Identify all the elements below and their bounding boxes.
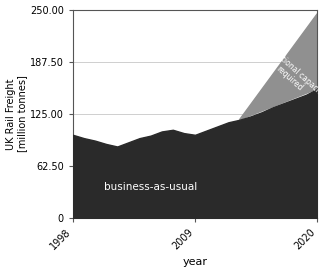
- Text: additional capacity
required: additional capacity required: [259, 43, 327, 106]
- Y-axis label: UK Rail Freight
[million tonnes]: UK Rail Freight [million tonnes]: [6, 76, 27, 152]
- Polygon shape: [240, 14, 317, 120]
- Text: business-as-usual: business-as-usual: [104, 182, 197, 192]
- X-axis label: year: year: [183, 257, 208, 268]
